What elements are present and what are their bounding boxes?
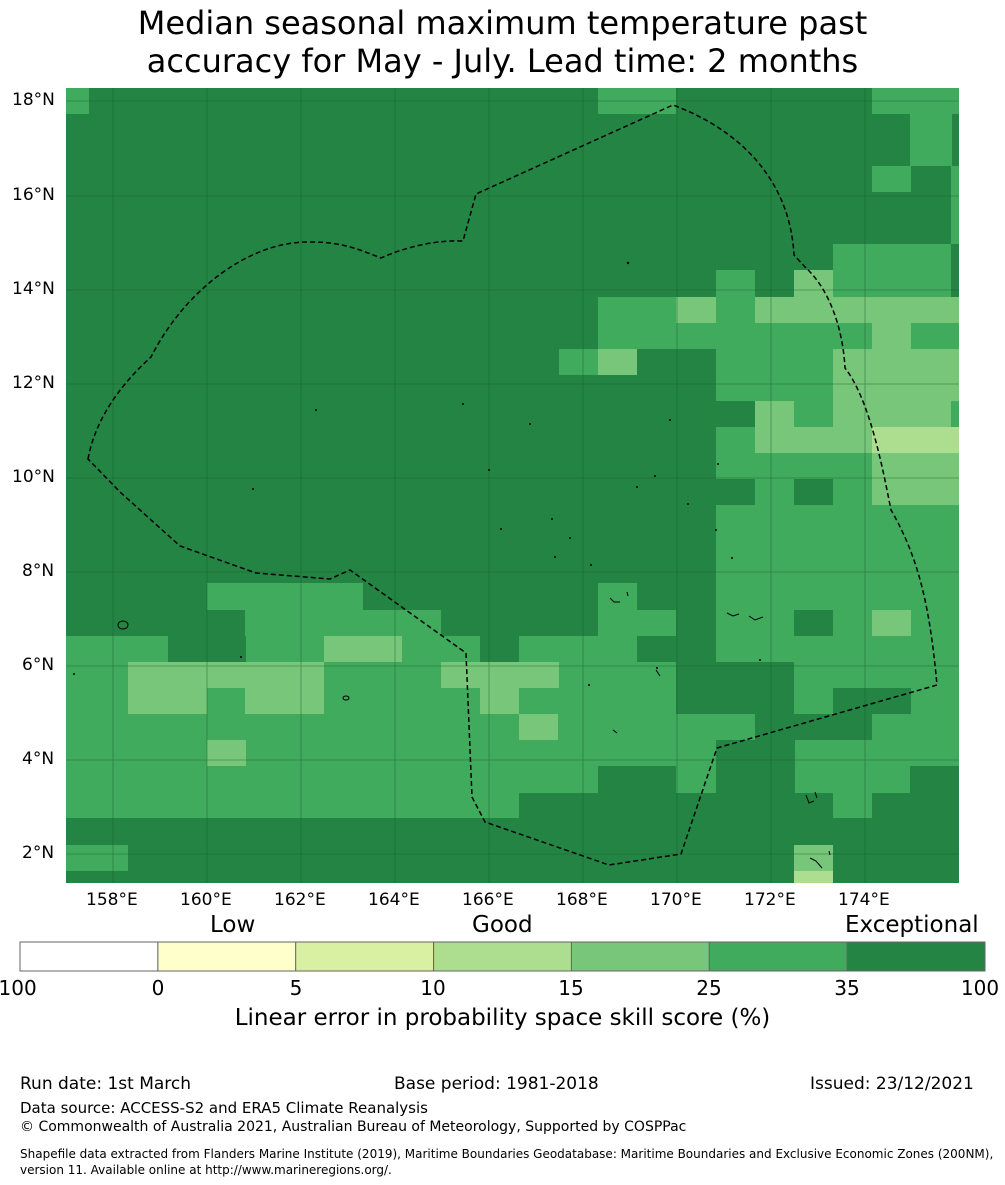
colorbar-exceptional-label: Exceptional [845,912,979,938]
colorbar-tick: 5 [289,976,303,1000]
title-line-1: Median seasonal maximum temperature past [137,4,868,42]
graticule [66,88,959,883]
lon-label: 158°E [86,890,138,910]
colorbar [19,941,986,972]
lon-label: 166°E [462,890,514,910]
lat-label: 16°N [12,185,55,205]
islands [117,591,831,869]
colorbar-tick: 0 [151,976,165,1000]
data-source: Data source: ACCESS-S2 and ERA5 Climate … [20,1099,428,1117]
colorbar-swatch [433,941,572,972]
lat-label: 6°N [22,655,55,675]
copyright: © Commonwealth of Australia 2021, Austra… [20,1119,687,1135]
colorbar-swatch [570,941,710,972]
colorbar-tick: 100 [960,976,1000,1000]
run-date: Run date: 1st March [20,1074,192,1094]
map-title: Median seasonal maximum temperature past… [0,4,1005,80]
lat-label: 18°N [12,90,55,110]
colorbar-swatch [708,941,848,972]
shapefile-credit-line-1: Shapefile data extracted from Flanders M… [20,1147,994,1161]
base-period: Base period: 1981-2018 [394,1074,599,1094]
colorbar-low-label: Low [210,912,256,938]
lat-label: 8°N [22,561,55,581]
colorbar-swatch [846,941,986,972]
colorbar-tick: 35 [834,976,860,1000]
lat-label: 4°N [22,749,55,769]
colorbar-swatch [295,941,435,972]
colorbar-tick: 10 [420,976,446,1000]
skill-score-map [66,88,959,883]
lon-label: 162°E [274,890,326,910]
lon-label: 168°E [556,890,608,910]
eez-boundary [87,104,938,866]
colorbar-tick: -100 [0,976,37,1000]
lon-label: 170°E [650,890,702,910]
colorbar-tick: 15 [558,976,584,1000]
lon-label: 172°E [744,890,796,910]
lon-label: 160°E [180,890,232,910]
colorbar-swatch [157,941,297,972]
colorbar-title: Linear error in probability space skill … [234,1005,771,1031]
lon-label: 174°E [838,890,890,910]
atoll-dots [73,261,761,686]
lat-label: 14°N [12,279,55,299]
lat-label: 2°N [22,843,55,863]
lat-label: 12°N [12,373,55,393]
lat-label: 10°N [12,467,55,487]
colorbar-good-label: Good [472,912,533,938]
colorbar-tick: 25 [696,976,722,1000]
title-line-2: accuracy for May - July. Lead time: 2 mo… [146,42,859,80]
lon-label: 164°E [368,890,420,910]
colorbar-swatch [19,941,159,972]
issued-date: Issued: 23/12/2021 [810,1074,974,1094]
shapefile-credit-line-2: version 11. Available online at http://w… [20,1163,392,1177]
